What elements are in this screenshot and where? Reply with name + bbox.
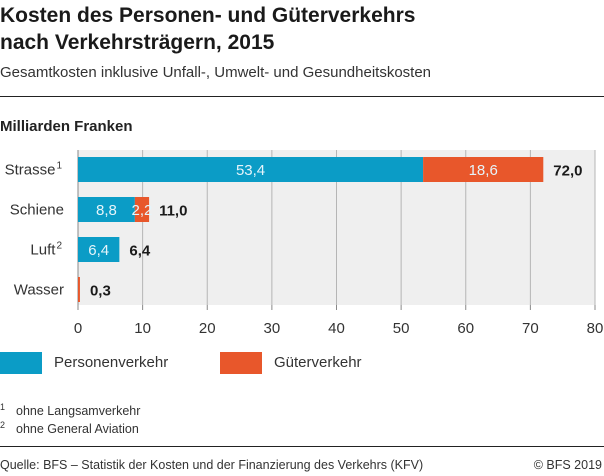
- bar-value-label: 53,4: [236, 162, 265, 179]
- x-tick-label: 70: [522, 320, 539, 337]
- footnote-superscript: 1: [56, 161, 62, 172]
- bar-segment: [134, 197, 150, 222]
- legend-swatch-personenverkehr: [0, 352, 42, 374]
- bar-segment: [78, 277, 80, 302]
- x-tick-label: 50: [393, 320, 410, 337]
- bar-chart: 0 10 20 30 40 50 60 70 80 Strasse1 53,4 18,6 72,0 Sch…: [5, 150, 604, 337]
- legend-swatch-gueterverkehr: [220, 352, 262, 374]
- x-tick-label: 30: [264, 320, 281, 337]
- x-tick-label: 40: [328, 320, 345, 337]
- footnote-mark: 1: [0, 402, 6, 412]
- x-tick-label: 80: [587, 320, 604, 337]
- chart-title-line: Kosten des Personen- und Güterverkehrs: [0, 4, 416, 27]
- bar-value-label: 2,2: [132, 202, 153, 219]
- category-label: Schiene: [10, 202, 64, 219]
- x-tick-label: 10: [134, 320, 151, 337]
- footnote-superscript: 2: [56, 241, 62, 252]
- bar-total-label: 6,4: [129, 243, 151, 260]
- legend-label-personenverkehr: Personenverkehr: [54, 354, 169, 371]
- x-tick-label: 0: [74, 320, 82, 337]
- source-note: Quelle: BFS – Statistik der Kosten und d…: [0, 458, 424, 472]
- footer-divider: [0, 446, 604, 447]
- bar-segment: [423, 157, 544, 182]
- category-label: Luft2: [30, 241, 62, 259]
- bar-value-label: 18,6: [469, 162, 498, 179]
- unit-label: Milliarden Franken: [0, 118, 133, 135]
- footnote-mark: 2: [0, 420, 6, 430]
- bar-value-label: 6,4: [88, 242, 109, 259]
- bar-total-label: 0,3: [90, 283, 111, 300]
- category-label: Wasser: [14, 282, 64, 299]
- footnote-text: ohne Langsamverkehr: [16, 404, 141, 418]
- copyright: © BFS 2019: [533, 458, 602, 472]
- chart-subtitle: Gesamtkosten inklusive Unfall-, Umwelt- …: [0, 64, 432, 81]
- bar-value-label: 8,8: [96, 202, 117, 219]
- header-divider: [0, 96, 604, 97]
- x-tick-label: 60: [457, 320, 474, 337]
- bar-segment: [78, 237, 120, 262]
- bar-total-label: 72,0: [553, 163, 582, 180]
- legend-label-gueterverkehr: Güterverkehr: [274, 354, 362, 371]
- bar-segment: [78, 157, 424, 182]
- bar-total-label: 11,0: [159, 203, 187, 220]
- chart-title: Kosten des Personen- und Güterverkehrs n…: [0, 2, 415, 56]
- chart-title-line: nach Verkehrsträgern, 2015: [0, 31, 275, 54]
- footnote-text: ohne General Aviation: [16, 422, 139, 436]
- category-label: Strasse1: [5, 161, 63, 179]
- bar-segment: [78, 197, 135, 222]
- x-tick-label: 20: [199, 320, 216, 337]
